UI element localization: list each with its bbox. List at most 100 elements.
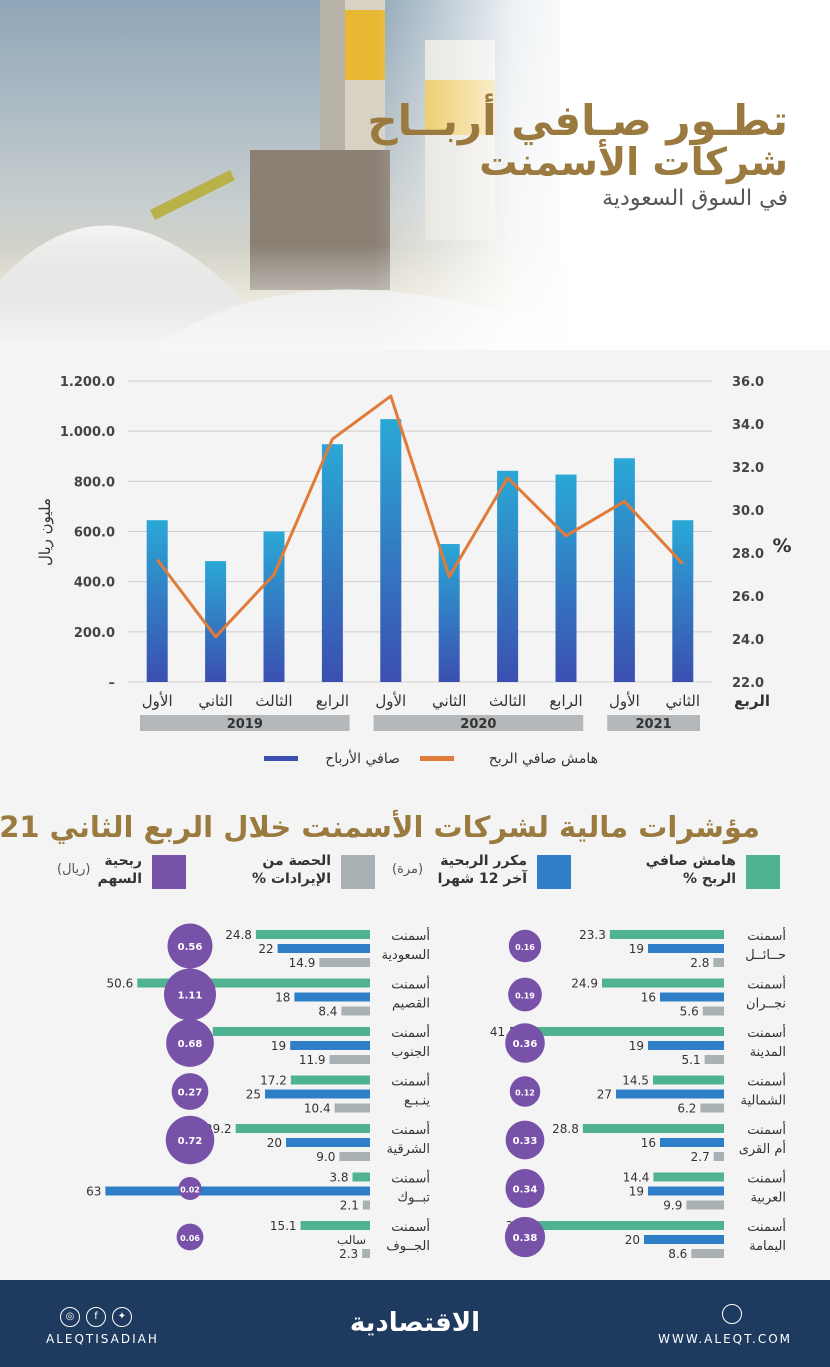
share-bar — [713, 958, 724, 967]
share-bar — [362, 1249, 370, 1258]
company-name: أسمنت — [747, 1121, 786, 1138]
share-bar — [334, 1103, 370, 1113]
share-bar-label: 8.4 — [318, 1005, 337, 1019]
bar — [146, 520, 168, 682]
net-profit-chart: 1.200.0 1.000.0 800.0 600.0 400.0 200.0 – 36.0 3… — [36, 375, 792, 767]
y-tick-label: 800.0 — [74, 475, 115, 490]
year-label: 2021 — [636, 717, 672, 732]
eps-label: 0.36 — [513, 1039, 538, 1050]
pe-bar-label: 20 — [267, 1136, 282, 1150]
eps-label: 0.68 — [178, 1039, 203, 1050]
share-bar-label: 2.3 — [339, 1247, 358, 1261]
pe-bar-label: 27 — [597, 1088, 612, 1102]
legend-swatch-multiple — [537, 855, 571, 889]
share-bar-label: 2.7 — [691, 1150, 710, 1164]
bar — [497, 470, 519, 682]
y2-tick-label: 30.0 — [732, 504, 764, 519]
indicators-title: مؤشرات مالية لشركات الأسمنت خلال الربع ا… — [0, 810, 760, 844]
company-name: حــائــل — [745, 948, 786, 963]
share-bar — [319, 958, 370, 967]
pe-bar — [644, 1235, 724, 1244]
company-name: الشرقية — [387, 1142, 430, 1157]
share-bar-label: 14.9 — [289, 956, 316, 970]
x-tick-label: الثاني — [432, 692, 467, 711]
eps-label: 0.02 — [180, 1186, 200, 1195]
share-bar-label: 6.2 — [677, 1102, 696, 1116]
pe-bar-label: 20 — [625, 1233, 640, 1247]
eps-bubble — [505, 1169, 545, 1208]
y2-tick-label: 22.0 — [732, 676, 764, 691]
bar — [555, 474, 577, 682]
share-bar — [700, 1103, 724, 1113]
page-subtitle: في السوق السعودية — [602, 186, 788, 211]
margin-bar-label: 17.2 — [260, 1074, 287, 1088]
legend-unit-eps: (ريال) — [57, 862, 91, 877]
facebook-icon[interactable]: f — [86, 1307, 106, 1327]
eps-label: 1.11 — [178, 991, 203, 1002]
x-tick-label: الثالث — [489, 692, 526, 710]
share-bar-label: 5.6 — [680, 1005, 699, 1019]
company-name: أم القرى — [739, 1140, 786, 1157]
x-axis-label: الربع — [734, 692, 770, 710]
company-name: أسمنت — [391, 1121, 430, 1138]
share-bar — [686, 1200, 724, 1210]
y-tick-label: 200.0 — [74, 626, 115, 641]
margin-bar — [653, 1172, 724, 1182]
legend-label-eps: ربحية السهم — [97, 853, 142, 887]
company-name: أسمنت — [747, 927, 786, 944]
share-bar — [691, 1249, 724, 1258]
company-name: أسمنت — [391, 976, 430, 993]
company-name: أسمنت — [747, 1073, 786, 1090]
company-name: أسمنت — [391, 1218, 430, 1235]
share-bar — [704, 1055, 724, 1064]
legend-swatch-margin — [746, 855, 780, 889]
pe-bar — [286, 1138, 370, 1147]
pe-bar-label: 18 — [275, 991, 290, 1005]
eps-bubble — [178, 1176, 202, 1201]
pe-bar-label: 19 — [629, 942, 644, 956]
share-bar-label: 9.0 — [316, 1150, 335, 1164]
pe-bar — [648, 1186, 724, 1196]
share-bar — [339, 1152, 370, 1161]
y2-tick-label: 26.0 — [732, 590, 764, 605]
company-name: الشمالية — [741, 1094, 787, 1109]
bar — [263, 531, 285, 682]
margin-line — [156, 394, 684, 639]
year-label: 2019 — [227, 717, 263, 732]
x-tick-label: الثاني — [666, 692, 701, 711]
margin-bar-label: 50.6 — [107, 977, 134, 991]
instagram-icon[interactable]: ◎ — [60, 1307, 80, 1327]
eps-bubble — [508, 929, 542, 963]
margin-bar-label: 23.3 — [579, 928, 606, 942]
pe-bar — [648, 1041, 724, 1050]
eps-bubble — [508, 977, 542, 1012]
legend-label-bar: صافي الأرباح — [325, 749, 400, 767]
bar — [672, 520, 694, 682]
company-name: أسمنت — [391, 1024, 430, 1041]
website-link[interactable]: WWW.ALEQT.COM — [658, 1332, 792, 1346]
legend-swatch-eps — [152, 855, 186, 889]
year-band — [140, 715, 350, 731]
indicators-legend: هامش صافي الربح % مكرر الربحية آخر 12 شهرا (… — [0, 850, 830, 900]
twitter-icon[interactable]: ✦ — [112, 1307, 132, 1327]
pe-bar-label: سالب — [337, 1233, 366, 1247]
share-bar-label: 10.4 — [304, 1102, 331, 1116]
company-name: تبــوك — [397, 1191, 430, 1206]
legend-swatch-line — [420, 756, 454, 761]
year-band — [607, 715, 700, 731]
pe-bar-label: 19 — [629, 1039, 644, 1053]
share-bar-label: 9.9 — [663, 1199, 682, 1213]
margin-bar — [601, 978, 724, 988]
legend-label-line: هامش صافي الربح — [489, 751, 598, 767]
legend-swatch-bar — [264, 756, 298, 761]
share-bar-label: 11.9 — [299, 1053, 326, 1067]
margin-bar — [520, 1027, 724, 1036]
y2-tick-label: 36.0 — [732, 375, 764, 390]
company-name: السعودية — [381, 948, 430, 963]
eps-label: 0.34 — [513, 1185, 538, 1196]
x-tick-label: الرابع — [316, 692, 349, 710]
pe-bar — [277, 944, 370, 953]
y2-tick-label: 28.0 — [732, 547, 764, 562]
company-name: الجــوف — [386, 1239, 430, 1254]
year-band — [373, 715, 584, 731]
